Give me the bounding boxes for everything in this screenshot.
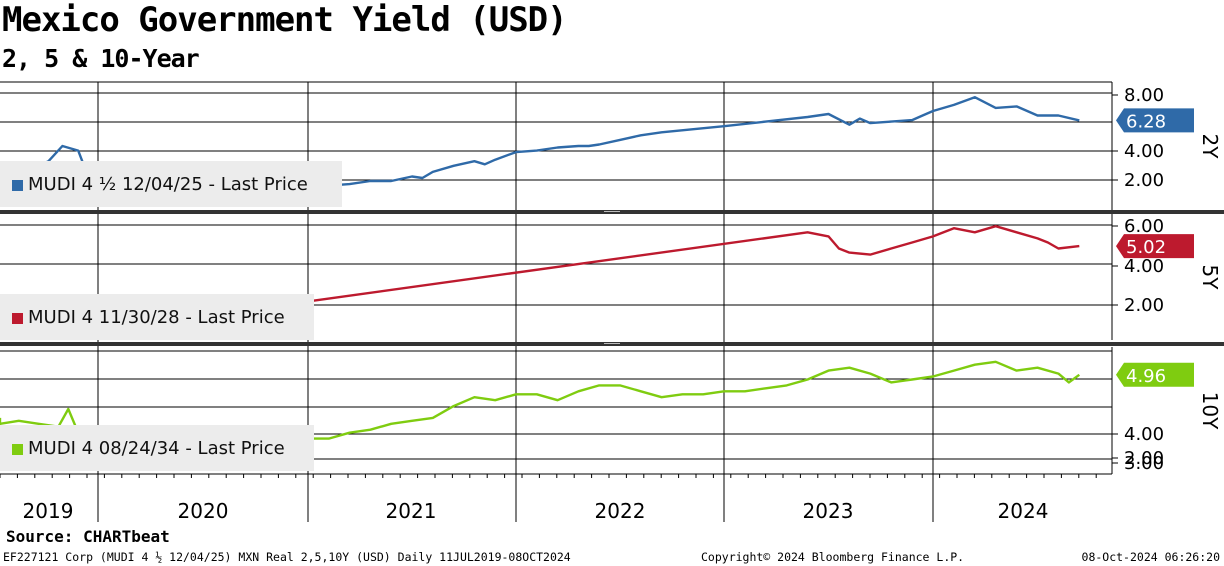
tenor-label-5y: 5Y	[1198, 265, 1222, 291]
y-tick-label: 2.00	[1124, 448, 1164, 469]
last-value-text-10y: 4.96	[1126, 366, 1166, 387]
legend-swatch-10y	[12, 444, 23, 455]
y-tick-label: 6.00	[1124, 216, 1164, 237]
legend-10y: MUDI 4 08/24/34 - Last Price	[0, 425, 314, 471]
y-tick-label: 2.00	[1124, 170, 1164, 191]
legend-label-5y: MUDI 4 11/30/28 - Last Price	[28, 307, 285, 328]
legend-label-2y: MUDI 4 ½ 12/04/25 - Last Price	[28, 174, 308, 195]
footer-timestamp: 08-Oct-2024 06:26:20	[1081, 550, 1220, 564]
legend-2y: MUDI 4 ½ 12/04/25 - Last Price	[0, 161, 342, 207]
last-value-badge-5y	[1116, 234, 1194, 259]
x-tick-label-2022: 2022	[595, 499, 646, 523]
legend-5y: MUDI 4 11/30/28 - Last Price	[0, 294, 314, 340]
tenor-label-2y: 2Y	[1198, 134, 1222, 160]
last-value-badge-2y	[1116, 108, 1194, 133]
y-tick-label: 3.00	[1124, 453, 1164, 474]
y-tick-label: 4.00	[1124, 141, 1164, 162]
last-value-text-2y: 6.28	[1126, 111, 1166, 132]
legend-swatch-5y	[12, 313, 23, 324]
divider-grip-icon	[604, 343, 620, 344]
last-value-text-5y: 5.02	[1126, 237, 1166, 258]
tenor-label-10y: 10Y	[1198, 392, 1222, 430]
footer-ticker: EF227121 Corp (MUDI 4 ½ 12/04/25) MXN Re…	[3, 550, 571, 564]
y-tick-label: 8.00	[1124, 85, 1164, 106]
footer-copyright: Copyright© 2024 Bloomberg Finance L.P.	[701, 550, 965, 564]
x-tick-label-2019: 2019	[23, 499, 74, 523]
y-tick-label: 2.00	[1124, 295, 1164, 316]
x-tick-label-2020: 2020	[178, 499, 229, 523]
chart-title: Mexico Government Yield (USD)	[2, 0, 568, 40]
last-value-badge-10y	[1116, 362, 1194, 387]
chart-subtitle: 2, 5 & 10-Year	[2, 44, 200, 73]
legend-label-10y: MUDI 4 08/24/34 - Last Price	[28, 438, 285, 459]
source-note: Source: CHARTbeat	[6, 527, 170, 546]
legend-swatch-2y	[12, 180, 23, 191]
x-tick-label-2023: 2023	[803, 499, 854, 523]
x-tick-label-2021: 2021	[386, 499, 437, 523]
x-tick-label-2024: 2024	[998, 499, 1049, 523]
y-tick-label: 4.00	[1124, 256, 1164, 277]
y-tick-label: 4.00	[1124, 424, 1164, 445]
divider-grip-icon	[604, 211, 620, 212]
